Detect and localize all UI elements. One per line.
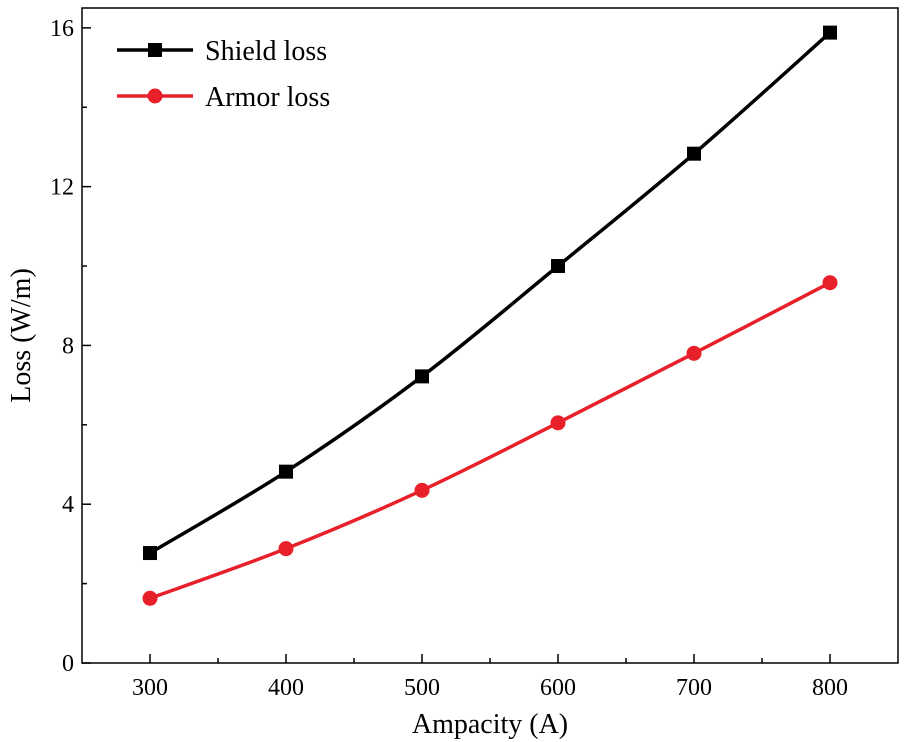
- y-axis-title: Loss (W/m): [6, 268, 37, 403]
- data-point-shield-loss: [415, 369, 429, 384]
- series-shield-loss: [143, 25, 837, 561]
- x-axis-title: Ampacity (A): [412, 709, 568, 740]
- series-line-armor-loss: [149, 281, 831, 600]
- y-tick-label: 16: [50, 16, 74, 42]
- legend-marker-armor-loss: [147, 88, 163, 104]
- legend-label-shield-loss: Shield loss: [205, 36, 327, 67]
- data-point-armor-loss: [278, 541, 294, 557]
- x-tick-label: 300: [132, 675, 168, 701]
- legend-label-armor-loss: Armor loss: [205, 82, 330, 113]
- series-armor-loss: [142, 275, 838, 606]
- data-point-armor-loss: [142, 590, 158, 606]
- legend-item-shield-loss: Shield loss: [117, 36, 327, 67]
- legend-marker-shield-loss: [148, 43, 162, 57]
- data-point-armor-loss: [414, 482, 430, 498]
- data-point-shield-loss: [687, 146, 701, 161]
- x-tick-label: 400: [268, 675, 304, 701]
- y-tick-label: 0: [62, 651, 74, 677]
- axes: 300 400 500 600 700 800 0 4 8 12 16: [50, 16, 848, 701]
- series-layer: [142, 25, 838, 606]
- data-point-armor-loss: [550, 415, 566, 431]
- x-tick-label: 600: [540, 675, 576, 701]
- data-point-armor-loss: [822, 275, 838, 291]
- x-tick-label: 500: [404, 675, 440, 701]
- data-point-shield-loss: [823, 25, 837, 40]
- data-point-armor-loss: [686, 345, 702, 361]
- data-point-shield-loss: [143, 546, 157, 561]
- legend-item-armor-loss: Armor loss: [117, 82, 330, 113]
- x-tick-label: 700: [676, 675, 712, 701]
- legend: Shield loss Armor loss: [117, 36, 330, 113]
- y-tick-label: 8: [62, 333, 74, 359]
- y-tick-label: 12: [50, 175, 74, 201]
- y-tick-label: 4: [62, 492, 74, 518]
- data-point-shield-loss: [551, 259, 565, 274]
- x-tick-label: 800: [812, 675, 848, 701]
- data-point-shield-loss: [279, 464, 293, 479]
- series-line-shield-loss: [149, 31, 832, 555]
